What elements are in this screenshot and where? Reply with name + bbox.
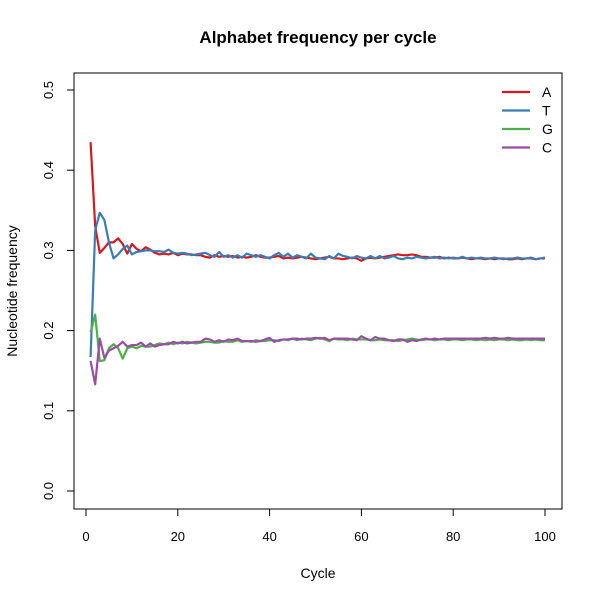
x-tick-label: 40 [262,529,276,544]
plot-frame [73,72,563,510]
y-axis: 0.0 0.1 0.2 0.3 0.4 0.5 [41,81,75,500]
series-line-c [89,335,545,386]
x-tick-label: 80 [446,529,460,544]
y-axis-label: Nucleotide frequency [4,225,20,357]
legend-label-c: C [542,140,552,156]
y-tick-label: 0.1 [41,402,56,420]
y-tick-label: 0.0 [41,482,56,500]
x-tick-label: 0 [82,529,89,544]
legend-label-a: A [542,84,552,100]
x-axis-label: Cycle [300,565,335,581]
legend-label-g: G [542,121,553,137]
y-tick-label: 0.3 [41,241,56,259]
x-axis: 0 20 40 60 80 100 [82,508,556,544]
series-line-t [89,211,546,358]
legend-label-t: T [542,103,551,119]
x-tick-label: 60 [354,529,368,544]
y-tick-label: 0.4 [41,161,56,179]
y-tick-label: 0.5 [41,81,56,99]
y-tick-label: 0.2 [41,322,56,340]
x-tick-label: 100 [534,529,556,544]
series-lines [89,142,546,386]
series-line-a [89,142,545,262]
x-tick-label: 20 [171,529,185,544]
chart-title: Alphabet frequency per cycle [199,28,436,47]
